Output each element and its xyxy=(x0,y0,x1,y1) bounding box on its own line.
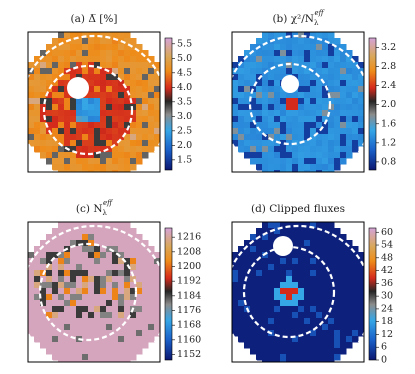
colorbar-tick-label: 6 xyxy=(381,342,387,353)
inner-aperture xyxy=(38,242,138,342)
colorbar-tick-label: 1208 xyxy=(177,246,201,257)
colorbar-tick-label: 2.0 xyxy=(177,140,192,151)
colorbar-tick-label: 3.5 xyxy=(177,96,192,107)
colorbar-tick-label: 2.0 xyxy=(381,99,396,110)
colorbar-tick-label: 4.5 xyxy=(177,67,192,78)
colorbar-tick-label: 1.2 xyxy=(381,137,396,148)
panel-title: (b) χ²/Nλeff xyxy=(272,9,324,27)
axes-frame xyxy=(27,31,161,173)
panel-title: (c) Nλeff xyxy=(76,199,113,217)
map-image xyxy=(28,222,160,362)
colorbar-tick-label: 1176 xyxy=(177,305,201,316)
colorbar-tick-label: 1160 xyxy=(177,334,201,345)
panel: (c) Nλeff 1152 1160 1168 1176 1184 1192 1200 120… xyxy=(27,199,201,363)
colorbar-tick-label: 5.0 xyxy=(177,53,192,64)
colorbar-tick-label: 1152 xyxy=(177,349,201,360)
colorbar-tick-label: 48 xyxy=(381,252,393,263)
colorbar-tick-label: 1184 xyxy=(177,290,201,301)
colorbar-tick-label: 2.5 xyxy=(177,125,192,136)
colorbar-tick-label: 5.5 xyxy=(177,38,192,49)
inner-aperture xyxy=(248,62,332,146)
masked-region xyxy=(67,77,89,99)
map-image xyxy=(232,222,364,362)
colorbar-tick-label: 1200 xyxy=(177,261,201,272)
colorbar-tick-label: 3.2 xyxy=(381,42,396,53)
colorbar xyxy=(368,37,377,171)
colorbar-tick-label: 0.8 xyxy=(381,156,396,167)
map-image xyxy=(232,32,364,172)
colorbar-tick-label: 36 xyxy=(381,278,393,289)
colorbar-tick-label: 1168 xyxy=(177,320,201,331)
panel-title: (d) Clipped fluxes xyxy=(251,203,345,215)
colorbar-tick-label: 1.5 xyxy=(177,154,192,165)
inner-aperture xyxy=(42,64,134,156)
colorbar-tick-label: 18 xyxy=(381,316,393,327)
axes-frame xyxy=(231,31,365,173)
panel: (b) χ²/Nλeff 0.8 1.2 1.6 2.0 2.4 2.8 3.2 xyxy=(231,9,396,173)
colorbar xyxy=(164,227,173,361)
panel-title: (a) Δ̅ [%] xyxy=(71,13,118,25)
colorbar-tick-label: 1216 xyxy=(177,232,201,243)
colorbar-tick-label: 2.4 xyxy=(381,80,396,91)
masked-region xyxy=(281,75,299,93)
outer-aperture xyxy=(232,224,364,362)
colorbar xyxy=(368,227,377,361)
outer-aperture xyxy=(28,34,160,172)
axes-frame xyxy=(231,221,365,363)
colorbar-tick-label: 42 xyxy=(381,265,393,276)
panel: (a) Δ̅ [%] 1.5 2.0 2.5 3.0 3.5 4.0 4.5 5.0 5.5 xyxy=(27,13,192,173)
map-image xyxy=(28,32,160,172)
colorbar-tick-label: 1192 xyxy=(177,276,201,287)
colorbar-tick-label: 54 xyxy=(381,240,393,251)
masked-region xyxy=(273,236,293,256)
colorbar-tick-label: 12 xyxy=(381,329,393,340)
outer-aperture xyxy=(28,224,160,362)
inner-aperture xyxy=(242,245,336,339)
colorbar-tick-label: 1.6 xyxy=(381,118,396,129)
colorbar-tick-label: 2.8 xyxy=(381,61,396,72)
colorbar-tick-label: 0 xyxy=(381,355,387,366)
colorbar-tick-label: 24 xyxy=(381,303,393,314)
colorbar-tick-label: 3.0 xyxy=(177,111,192,122)
axes-frame xyxy=(27,221,161,363)
outer-aperture xyxy=(232,34,364,172)
colorbar-tick-label: 60 xyxy=(381,227,393,238)
colorbar-tick-label: 30 xyxy=(381,291,393,302)
colorbar-tick-label: 4.0 xyxy=(177,82,192,93)
colorbar xyxy=(164,37,173,171)
